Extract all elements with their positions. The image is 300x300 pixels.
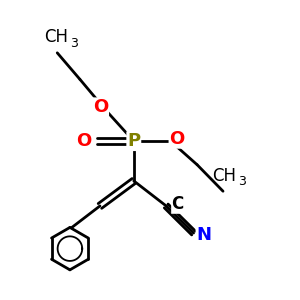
Text: CH: CH: [212, 167, 236, 185]
Text: 3: 3: [238, 175, 246, 188]
Text: O: O: [169, 130, 185, 148]
Text: P: P: [127, 132, 140, 150]
Text: C: C: [172, 196, 184, 214]
Text: CH: CH: [44, 28, 68, 46]
Text: 3: 3: [70, 37, 77, 50]
Text: O: O: [76, 132, 92, 150]
Text: N: N: [196, 226, 211, 244]
Text: O: O: [93, 98, 108, 116]
